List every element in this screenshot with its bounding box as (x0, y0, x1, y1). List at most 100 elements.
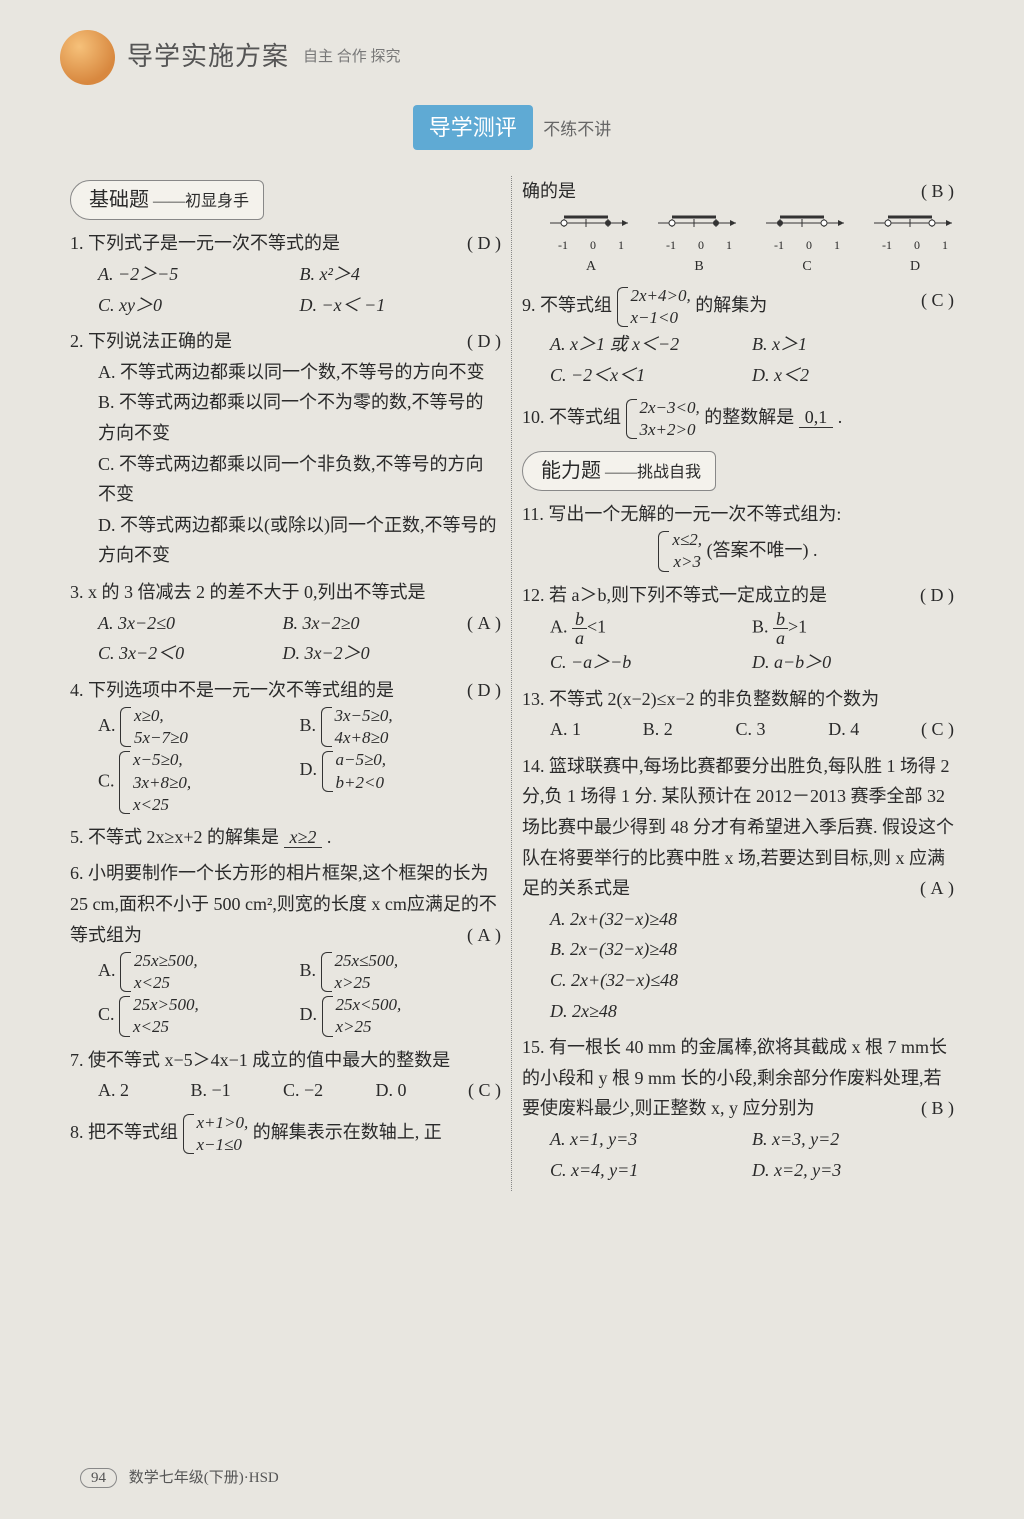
q6: 6. 小明要制作一个长方形的相片框架,这个框架的长为 25 cm,面积不小于 5… (70, 858, 501, 1038)
q14-C: C. 2x+(32−x)≤48 (522, 965, 954, 996)
banner: 导学测评 不练不讲 (60, 105, 964, 150)
q14-D: D. 2x≥48 (522, 996, 954, 1027)
q8-stem-a: 8. 把不等式组 (70, 1122, 178, 1142)
numline-A: -101 A (546, 211, 636, 279)
q13-A: A. 1 (550, 714, 643, 745)
header-title: 导学实施方案 (127, 35, 289, 79)
q5-stem-b: . (322, 827, 331, 847)
section-ability-script: ——挑战自我 (605, 464, 701, 481)
right-column: 确的是 ( B ) -101 A -101 B -101 C -101 D (512, 176, 964, 1191)
mascot-icon (60, 30, 115, 85)
q8: 8. 把不等式组 x+1>0,x−1≤0 的解集表示在数轴上, 正 (70, 1112, 501, 1156)
q13-answer: C (931, 719, 943, 739)
q13-stem: 13. 不等式 2(x−2)≤x−2 的非负整数解的个数为 (522, 684, 954, 715)
q1-answer: D (478, 233, 491, 253)
q8-system: x+1>0,x−1≤0 (183, 1112, 249, 1156)
section-basic-script: ——初显身手 (153, 193, 249, 210)
q1-stem: 1. 下列式子是一元一次不等式的是 (70, 233, 340, 253)
q8-answer: B (931, 181, 943, 201)
numline-C: -101 C (762, 211, 852, 279)
q3: 3. x 的 3 倍减去 2 的差不大于 0,列出不等式是 ( A ) A. 3… (70, 577, 501, 669)
q2-B: B. 不等式两边都乘以同一个不为零的数,不等号的方向不变 (70, 387, 501, 448)
q2-C: C. 不等式两边都乘以同一个非负数,不等号的方向不变 (70, 449, 501, 510)
q10-stem-a: 10. 不等式组 (522, 407, 621, 427)
q9-stem-b: 的解集为 (695, 295, 767, 315)
book-title: 数学七年级(下册)·HSD (129, 1470, 279, 1486)
q3-answer: A (478, 613, 491, 633)
q13-C: C. 3 (735, 714, 828, 745)
banner-main: 导学测评 (413, 105, 533, 150)
q12-C: C. −a＞−b (550, 647, 752, 678)
q10-stem-c: . (833, 407, 842, 427)
q3-A: A. 3x−2≤0 (98, 608, 283, 639)
q6-answer: A (478, 925, 491, 945)
q15-A: A. x=1, y=3 (550, 1124, 752, 1155)
q9: 9. 不等式组 2x+4>0,x−1<0 的解集为 ( C ) A. x＞1 或… (522, 285, 954, 390)
q7-C: C. −2 (283, 1075, 375, 1106)
q4: 4. 下列选项中不是一元一次不等式组的是 ( D ) A. x≥0,5x−7≥0… (70, 675, 501, 816)
q2-stem: 2. 下列说法正确的是 (70, 331, 232, 351)
page-number: 94 (80, 1468, 117, 1488)
section-basic: 基础题——初显身手 (70, 180, 264, 220)
section-basic-title: 基础题 (89, 189, 149, 211)
q13-B: B. 2 (643, 714, 736, 745)
q7-A: A. 2 (98, 1075, 190, 1106)
q15-B: B. x=3, y=2 (752, 1124, 954, 1155)
q13: 13. 不等式 2(x−2)≤x−2 的非负整数解的个数为 ( C ) A. 1… (522, 684, 954, 745)
q8-cont-stem: 确的是 (522, 181, 576, 201)
q3-stem: 3. x 的 3 倍减去 2 的差不大于 0,列出不等式是 (70, 577, 501, 608)
q10-blank: 0,1 (799, 407, 834, 428)
q4-C: C. x−5≥0,3x+8≥0,x<25 (98, 749, 300, 815)
q2: 2. 下列说法正确的是 ( D ) A. 不等式两边都乘以同一个数,不等号的方向… (70, 326, 501, 571)
q14-stem: 14. 篮球联赛中,每场比赛都要分出胜负,每队胜 1 场得 2 分,负 1 场得… (522, 756, 954, 898)
q15-C: C. x=4, y=1 (550, 1155, 752, 1186)
numline-B: -101 B (654, 211, 744, 279)
q6-C: C. 25x>500,x<25 (98, 994, 300, 1038)
q1-D: D. −x＜ −1 (300, 290, 502, 321)
section-ability: 能力题——挑战自我 (522, 451, 716, 491)
q15-stem: 15. 有一根长 40 mm 的金属棒,欲将其截成 x 根 7 mm长的小段和 … (522, 1037, 947, 1118)
q7: 7. 使不等式 x−5＞4x−1 成立的值中最大的整数是 ( C ) A. 2 … (70, 1045, 501, 1106)
q12-stem: 12. 若 a＞b,则下列不等式一定成立的是 (522, 585, 827, 605)
banner-sub: 不练不讲 (543, 120, 611, 139)
q3-C: C. 3x−2＜0 (98, 638, 283, 669)
q7-D: D. 0 (375, 1075, 467, 1106)
q15-answer: B (931, 1098, 943, 1118)
q9-stem-a: 9. 不等式组 (522, 295, 612, 315)
q11-note: (答案不唯一) . (707, 540, 818, 560)
q8-stem-b: 的解集表示在数轴上, 正 (253, 1122, 442, 1142)
left-column: 基础题——初显身手 1. 下列式子是一元一次不等式的是 ( D ) A. −2＞… (60, 176, 512, 1191)
section-ability-title: 能力题 (541, 460, 601, 482)
q12-B: B. ba>1 (752, 610, 954, 647)
q11: 11. 写出一个无解的一元一次不等式组为: x≤2,x>3 (答案不唯一) . (522, 499, 954, 574)
q10: 10. 不等式组 2x−3<0,3x+2>0 的整数解是 0,1 . (522, 397, 954, 441)
q6-stem: 6. 小明要制作一个长方形的相片框架,这个框架的长为 25 cm,面积不小于 5… (70, 863, 497, 944)
q5: 5. 不等式 2x≥x+2 的解集是 x≥2 . (70, 822, 501, 853)
q13-D: D. 4 (828, 714, 921, 745)
q14-B: B. 2x−(32−x)≥48 (522, 934, 954, 965)
q3-D: D. 3x−2＞0 (283, 638, 468, 669)
q14-A: A. 2x+(32−x)≥48 (522, 904, 954, 935)
q12-D: D. a−b＞0 (752, 647, 954, 678)
q7-stem: 7. 使不等式 x−5＞4x−1 成立的值中最大的整数是 (70, 1045, 501, 1076)
q14: 14. 篮球联赛中,每场比赛都要分出胜负,每队胜 1 场得 2 分,负 1 场得… (522, 751, 954, 1026)
q8-cont: 确的是 ( B ) -101 A -101 B -101 C -101 D (522, 176, 954, 279)
q9-A: A. x＞1 或 x＜−2 (550, 329, 752, 360)
q9-B: B. x＞1 (752, 329, 954, 360)
q9-D: D. x＜2 (752, 360, 954, 391)
q2-answer: D (478, 331, 491, 351)
q15-D: D. x=2, y=3 (752, 1155, 954, 1186)
q4-stem: 4. 下列选项中不是一元一次不等式组的是 (70, 680, 394, 700)
q1-B: B. x²＞4 (300, 259, 502, 290)
q7-answer: C (478, 1080, 490, 1100)
q4-answer: D (478, 680, 491, 700)
q5-blank: x≥2 (284, 827, 323, 848)
page-header: 导学实施方案 自主 合作 探究 (60, 30, 964, 85)
q1-C: C. xy＞0 (98, 290, 300, 321)
q9-answer: C (931, 290, 943, 310)
q8-numberlines: -101 A -101 B -101 C -101 D (546, 211, 954, 279)
q6-B: B. 25x≤500,x>25 (300, 950, 502, 994)
q12-answer: D (931, 585, 944, 605)
q6-D: D. 25x<500,x>25 (300, 994, 502, 1038)
q14-answer: A (931, 878, 944, 898)
